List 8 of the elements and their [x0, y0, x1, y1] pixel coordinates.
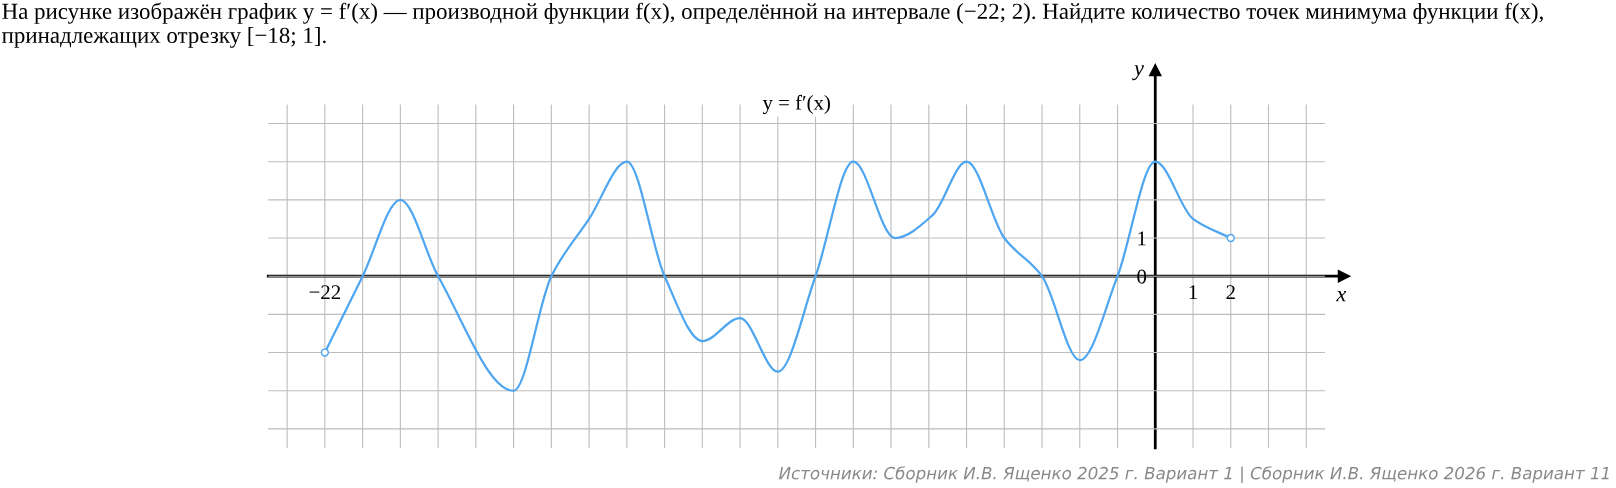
x-tick-label: −22	[309, 285, 341, 299]
x-axis-title: x	[1336, 290, 1347, 302]
text: Источники: Сборник И.В. Ященко 2025 г. Вариант 1 | Сборник И.В. Ященко 2026 г. Вариант 11	[779, 466, 1609, 484]
x-tick-label: 1	[1189, 285, 1197, 299]
x-tick-label: 2	[1226, 285, 1235, 299]
chart-title: На рисунке изображён график y = f′(x) — производной функции f(x), определённой на интервале (−22; 2). Найдите количество точек минимума функции f(x), принадлежащих отрезку [−18; 1].	[2, 2, 1543, 48]
y-axis-title: y	[1132, 65, 1144, 81]
text: y = f′(x)	[762, 94, 830, 115]
